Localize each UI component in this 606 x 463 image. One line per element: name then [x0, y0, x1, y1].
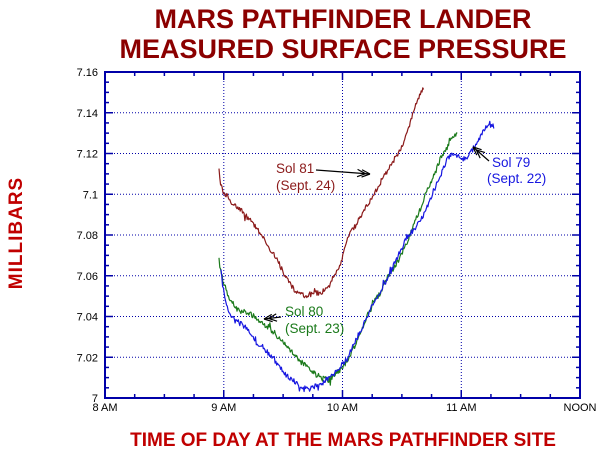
arrowhead	[263, 318, 273, 323]
gridlines	[105, 72, 580, 398]
y-tick-label: 7.16	[77, 67, 98, 79]
x-axis-title: TIME OF DAY AT THE MARS PATHFINDER SITE	[130, 430, 556, 451]
arrowhead	[357, 168, 366, 175]
tick-labels: 7 7.02 7.04 7.06 7.08 7.1 7.12 7.14 7.16 8 AM 9 AM…	[77, 67, 597, 414]
annotations: Sol 81 (Sept. 24) Sol 80 (Sept. 23) Sol 79(S…	[263, 146, 546, 336]
y-tick-label: 7.02	[77, 352, 98, 364]
x-tick-label: NOON	[564, 402, 597, 414]
axes	[104, 71, 581, 399]
curve-sol-81	[218, 87, 425, 299]
chart-title: MARS PATHFINDER LANDER MEASURED SURFACE …	[60, 4, 606, 64]
arrowhead	[356, 173, 366, 178]
arrowhead	[472, 146, 478, 156]
annotation-sol79-arrow	[472, 146, 490, 162]
arrowhead	[472, 146, 482, 151]
x-tick-label: 11 AM	[446, 402, 476, 414]
y-tick-label: 7.12	[77, 149, 98, 161]
annotation-sol79-label: Sol 79	[492, 155, 530, 170]
y-tick-label: 7.08	[77, 230, 98, 242]
annotation-sol81-arrow	[315, 169, 371, 175]
y-tick-label: 7.06	[77, 271, 98, 283]
y-tick-label: 7.04	[77, 312, 98, 324]
arrowhead	[361, 173, 371, 178]
chart-title-line1: MARS PATHFINDER LANDER	[154, 4, 532, 34]
x-tick-label: 8 AM	[92, 402, 117, 414]
plot-border	[104, 71, 581, 399]
y-tick-label: 7	[92, 393, 98, 405]
curve-sol-79	[220, 120, 495, 393]
arrowhead	[268, 313, 277, 319]
annotation-sol79-date: (Sept. 22)	[487, 171, 546, 186]
y-tick-label: 7.14	[77, 108, 98, 120]
y-tick-label: 7.1	[83, 189, 98, 201]
annotation-sol81-date: (Sept. 24)	[276, 178, 335, 193]
arrowhead	[268, 317, 278, 322]
annotation-sol80-arrow	[263, 316, 282, 320]
curve-sol-80	[218, 132, 458, 386]
x-tick-label: 9 AM	[211, 402, 236, 414]
annotation-sol80-date: (Sept. 23)	[285, 321, 344, 336]
curves	[218, 87, 495, 393]
annotation-sol80-label: Sol 80	[285, 304, 323, 319]
arrowhead	[263, 313, 273, 320]
x-tick-label: 10 AM	[327, 402, 358, 414]
annotation-sol81-label: Sol 81	[276, 161, 314, 176]
arrowhead	[475, 149, 481, 159]
arrowhead	[361, 169, 371, 175]
chart-title-line2: MEASURED SURFACE PRESSURE	[119, 34, 567, 64]
arrowhead	[476, 149, 486, 154]
